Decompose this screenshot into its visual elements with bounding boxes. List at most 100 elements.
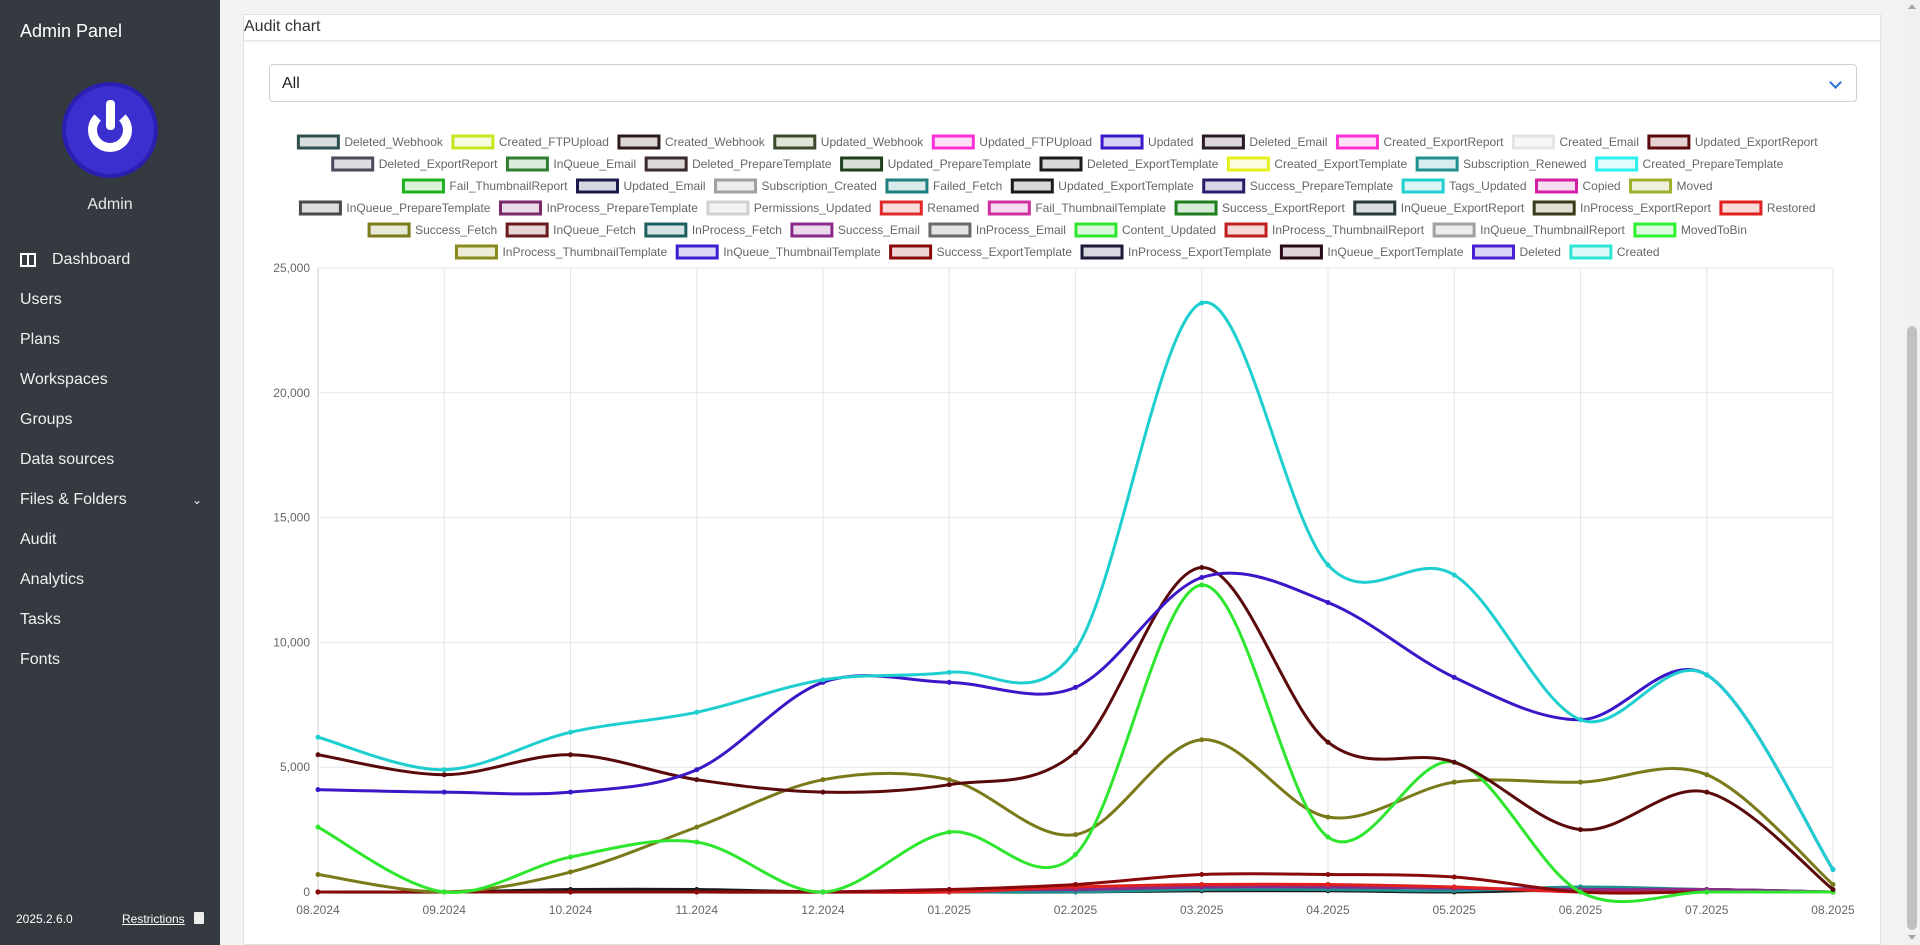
scrollbar-thumb[interactable]: [1907, 326, 1917, 930]
legend-swatch: [1532, 200, 1576, 216]
app-title[interactable]: Admin Panel: [20, 21, 123, 41]
dashboard-icon: [20, 253, 36, 267]
legend-swatch: [1432, 222, 1476, 238]
legend-swatch: [1719, 200, 1763, 216]
y-tick-label: 10,000: [273, 635, 310, 649]
legend-label: Renamed: [927, 201, 979, 215]
data-point: [568, 854, 573, 860]
data-point: [1830, 882, 1836, 888]
legend-label: Success_ExportReport: [1222, 201, 1345, 215]
data-point: [694, 709, 700, 715]
scroll-up-icon[interactable]: [1908, 4, 1916, 9]
data-point: [568, 869, 573, 875]
legend-swatch: [451, 134, 495, 150]
legend-swatch: [617, 134, 661, 150]
avatar[interactable]: [62, 82, 158, 178]
legend-swatch: [987, 200, 1031, 216]
legend-label: InQueue_ExportTemplate: [1327, 245, 1463, 259]
legend-swatch: [714, 178, 758, 194]
data-point: [1199, 737, 1205, 743]
data-point: [568, 729, 573, 735]
legend-label: Deleted_PrepareTemplate: [692, 157, 832, 171]
legend-label: Created: [1617, 245, 1660, 259]
legend-label: MovedToBin: [1681, 223, 1747, 237]
x-tick-label: 07.2025: [1685, 903, 1729, 917]
sidebar: Admin Panel Admin Dashboard Users Plans …: [0, 0, 220, 945]
legend-label: Fail_ThumbnailReport: [449, 179, 568, 193]
legend-label: Success_Fetch: [415, 223, 497, 237]
legend-label: Fail_ThumbnailTemplate: [1035, 201, 1166, 215]
sidebar-item-analytics[interactable]: Analytics: [0, 560, 220, 600]
legend-swatch: [1512, 134, 1556, 150]
legend-label: Tags_Updated: [1449, 179, 1526, 193]
legend-swatch: [644, 156, 688, 172]
sidebar-item-label: Fonts: [20, 651, 61, 668]
sidebar-item-plans[interactable]: Plans: [0, 320, 220, 360]
legend-label: InProcess_ThumbnailTemplate: [502, 245, 667, 259]
chevron-down-icon[interactable]: ⌄: [191, 493, 202, 507]
sidebar-item-tasks[interactable]: Tasks: [0, 600, 220, 640]
user-name[interactable]: Admin: [87, 196, 133, 213]
sidebar-item-label: Files & Folders: [20, 491, 127, 508]
data-point: [820, 889, 826, 895]
card-title: Audit chart: [244, 18, 321, 35]
sidebar-item-dashboard[interactable]: Dashboard: [0, 240, 220, 280]
legend-label: Updated_Webhook: [821, 135, 925, 149]
data-point: [1199, 565, 1205, 571]
data-point: [441, 767, 447, 773]
data-point: [1451, 674, 1457, 680]
legend-label: Created_FTPUpload: [499, 135, 609, 149]
sidebar-item-audit[interactable]: Audit: [0, 520, 220, 560]
sidebar-item-users[interactable]: Users: [0, 280, 220, 320]
legend-label: InQueue_ThumbnailTemplate: [723, 245, 881, 259]
legend-swatch: [928, 222, 972, 238]
legend-swatch: [675, 244, 719, 260]
data-point: [1325, 599, 1331, 605]
data-point: [1830, 867, 1836, 873]
legend-swatch: [1279, 244, 1323, 260]
legend-label: Deleted_Email: [1249, 135, 1327, 149]
x-tick-label: 08.2025: [1811, 903, 1855, 917]
x-tick-label: 11.2024: [676, 903, 719, 917]
restrictions-link[interactable]: Restrictions: [122, 912, 185, 926]
data-point: [1073, 852, 1078, 858]
legend-label: Success_PrepareTemplate: [1250, 179, 1394, 193]
sidebar-item-groups[interactable]: Groups: [0, 400, 220, 440]
legend-label: Moved: [1677, 179, 1713, 193]
legend-swatch: [1174, 200, 1218, 216]
legend-swatch: [644, 222, 688, 238]
legend-swatch: [454, 244, 498, 260]
card-header: Audit chart: [244, 15, 1882, 41]
x-tick-label: 08.2024: [296, 903, 340, 917]
select-value: All: [282, 75, 300, 92]
legend-label: Subscription_Created: [762, 179, 877, 193]
legend-swatch: [1010, 178, 1054, 194]
legend-swatch: [1201, 134, 1245, 150]
sidebar-item-data-sources[interactable]: Data sources: [0, 440, 220, 480]
legend-label: Deleted_ExportReport: [379, 157, 498, 171]
legend-swatch: [367, 222, 411, 238]
sidebar-item-label: Workspaces: [20, 371, 108, 388]
data-point: [1325, 814, 1331, 820]
legend-swatch: [1633, 222, 1677, 238]
legend-swatch: [1224, 222, 1268, 238]
legend-swatch: [1335, 134, 1379, 150]
x-tick-label: 09.2024: [423, 903, 467, 917]
x-tick-label: 04.2025: [1306, 903, 1350, 917]
sidebar-item-label: Dashboard: [52, 251, 131, 268]
sidebar-item-fonts[interactable]: Fonts: [0, 640, 220, 680]
y-tick-label: 5,000: [280, 760, 310, 774]
audit-type-select[interactable]: All: [269, 64, 1857, 102]
legend-label: Created_ExportReport: [1383, 135, 1504, 149]
document-icon[interactable]: [194, 912, 204, 924]
legend-swatch: [706, 200, 750, 216]
sidebar-item-label: Analytics: [20, 571, 85, 588]
legend-swatch: [498, 200, 542, 216]
legend-swatch: [773, 134, 817, 150]
sidebar-item-files-folders[interactable]: Files & Folders ⌄: [0, 480, 220, 520]
legend-label: Permissions_Updated: [754, 201, 871, 215]
scroll-down-icon[interactable]: [1908, 935, 1916, 940]
x-tick-label: 03.2025: [1180, 903, 1224, 917]
sidebar-item-workspaces[interactable]: Workspaces: [0, 360, 220, 400]
legend-label: Updated_FTPUpload: [979, 135, 1092, 149]
